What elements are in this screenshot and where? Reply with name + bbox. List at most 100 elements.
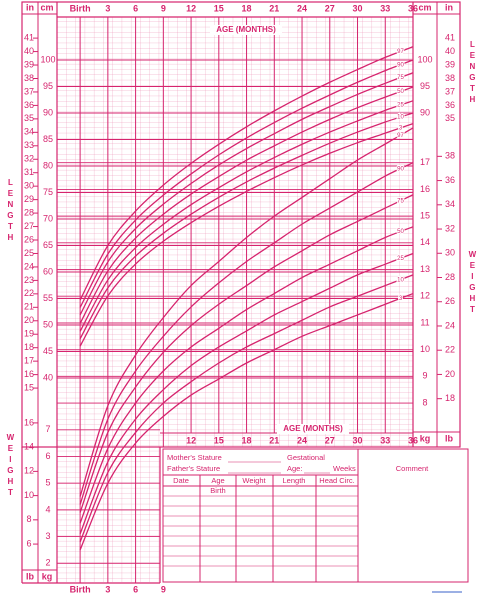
x-tick-label: 18 bbox=[242, 3, 252, 13]
percentile-curve bbox=[79, 162, 414, 505]
y2-tick-label: 25 bbox=[24, 248, 34, 258]
percentile-curve bbox=[79, 46, 414, 301]
percentile-label: 50 bbox=[397, 229, 404, 235]
y2-tick-label: 34 bbox=[24, 127, 34, 137]
percentile-label: 50 bbox=[397, 89, 404, 95]
percentile-label: 3 bbox=[399, 296, 403, 302]
y2-tick-label: 16 bbox=[24, 417, 34, 427]
xlabel-bg bbox=[210, 25, 282, 35]
x-tick-label: 15 bbox=[214, 3, 224, 13]
percentile-label: 10 bbox=[397, 115, 404, 121]
y2-tick-label: 40 bbox=[445, 46, 455, 56]
percentile-label: 75 bbox=[397, 75, 404, 81]
y2-tick-label: 37 bbox=[445, 86, 455, 96]
y2-tick-label: 38 bbox=[445, 151, 455, 161]
percentile-label: 10 bbox=[397, 277, 404, 283]
percentile-curve bbox=[79, 226, 414, 524]
y-tick-label: 17 bbox=[420, 157, 430, 167]
percentile-label: 75 bbox=[397, 198, 404, 204]
y2-tick-label: 24 bbox=[24, 261, 34, 271]
y2-tick-label: 14 bbox=[24, 442, 34, 452]
percentile-curve bbox=[79, 86, 414, 324]
frame bbox=[21, 1, 469, 584]
y2-tick-label: 31 bbox=[24, 167, 34, 177]
unit-label: kg bbox=[420, 433, 431, 443]
y2-tick-label: 41 bbox=[24, 32, 34, 42]
y-tick-label: 60 bbox=[43, 266, 53, 276]
y2-tick-label: 36 bbox=[24, 100, 34, 110]
x-tick-label: 18 bbox=[242, 435, 252, 445]
y2-tick-label: 32 bbox=[24, 154, 34, 164]
percentile-curve bbox=[79, 252, 414, 535]
y-tick-label: 85 bbox=[43, 134, 53, 144]
unit-label: lb bbox=[445, 433, 454, 443]
y2-tick-label: 28 bbox=[445, 272, 455, 282]
percentile-label: 97 bbox=[397, 49, 404, 55]
y-tick-label: 40 bbox=[43, 372, 53, 382]
y2-tick-label: 26 bbox=[445, 296, 455, 306]
percentile-label: 25 bbox=[397, 256, 404, 262]
y2-tick-label: 10 bbox=[24, 490, 34, 500]
y2-tick-label: 27 bbox=[24, 221, 34, 231]
y-tick-label: 6 bbox=[45, 451, 50, 461]
y-tick-label: 95 bbox=[420, 81, 430, 91]
y-tick-label: 8 bbox=[422, 397, 427, 407]
y2-tick-label: 8 bbox=[26, 514, 31, 524]
x-tick-label: 9 bbox=[161, 584, 166, 594]
y-tick-label: 80 bbox=[43, 160, 53, 170]
percentile-label: 90 bbox=[397, 62, 404, 68]
y-tick-label: 14 bbox=[420, 237, 430, 247]
curves bbox=[79, 46, 414, 551]
y-axis-title: WEIGHT bbox=[6, 433, 15, 499]
y-tick-label: 70 bbox=[43, 213, 53, 223]
percentile-curve bbox=[79, 72, 414, 316]
y-tick-label: 75 bbox=[43, 187, 53, 197]
y2-tick-label: 30 bbox=[24, 181, 34, 191]
form-label: Age: bbox=[287, 464, 302, 473]
x-tick-label: 27 bbox=[325, 435, 335, 445]
form-label: Weeks bbox=[333, 464, 356, 473]
form-cell: Birth bbox=[210, 486, 225, 495]
y-tick-label: 16 bbox=[420, 184, 430, 194]
x-tick-label: 36 bbox=[408, 3, 418, 13]
y-tick-label: 55 bbox=[43, 293, 53, 303]
unit-label: cm bbox=[418, 2, 431, 12]
unit-label: cm bbox=[40, 2, 53, 12]
y2-tick-label: 17 bbox=[24, 356, 34, 366]
y2-tick-label: 36 bbox=[445, 100, 455, 110]
y-tick-label: 95 bbox=[43, 81, 53, 91]
y-tick-label: 7 bbox=[45, 424, 50, 434]
y2-tick-label: 29 bbox=[24, 194, 34, 204]
y2-tick-label: 38 bbox=[445, 73, 455, 83]
column-header: Age bbox=[211, 476, 224, 485]
x-tick-label: 15 bbox=[214, 435, 224, 445]
percentile-curve bbox=[79, 274, 414, 543]
y2-tick-label: 38 bbox=[24, 73, 34, 83]
y2-tick-label: 20 bbox=[24, 315, 34, 325]
column-header: Weight bbox=[242, 476, 266, 485]
y-axis-title: WEIGHT bbox=[468, 250, 477, 316]
y2-tick-label: 33 bbox=[24, 140, 34, 150]
y-tick-label: 13 bbox=[420, 264, 430, 274]
percentile-curve bbox=[79, 292, 414, 551]
form-label: Gestational bbox=[287, 453, 325, 462]
y-tick-label: 4 bbox=[45, 504, 50, 514]
x-tick-label: 3 bbox=[105, 584, 110, 594]
percentile-curve bbox=[79, 59, 414, 308]
y-tick-label: 3 bbox=[45, 531, 50, 541]
y2-tick-label: 36 bbox=[445, 175, 455, 185]
y-axis-title: LENGTH bbox=[6, 178, 15, 244]
y2-tick-label: 18 bbox=[445, 393, 455, 403]
x-tick-label: 33 bbox=[380, 435, 390, 445]
top-axis-bg bbox=[57, 0, 413, 17]
y-tick-label: 100 bbox=[40, 54, 55, 64]
y-axis-title: LENGTH bbox=[468, 40, 477, 106]
y-tick-label: 5 bbox=[45, 478, 50, 488]
y2-tick-label: 37 bbox=[24, 86, 34, 96]
y2-tick-label: 16 bbox=[24, 369, 34, 379]
form-label: Mother's Stature bbox=[167, 453, 222, 462]
percentile-curve bbox=[79, 194, 414, 513]
minor-grid bbox=[57, 412, 160, 582]
y2-tick-label: 23 bbox=[24, 275, 34, 285]
y2-tick-label: 19 bbox=[24, 329, 34, 339]
